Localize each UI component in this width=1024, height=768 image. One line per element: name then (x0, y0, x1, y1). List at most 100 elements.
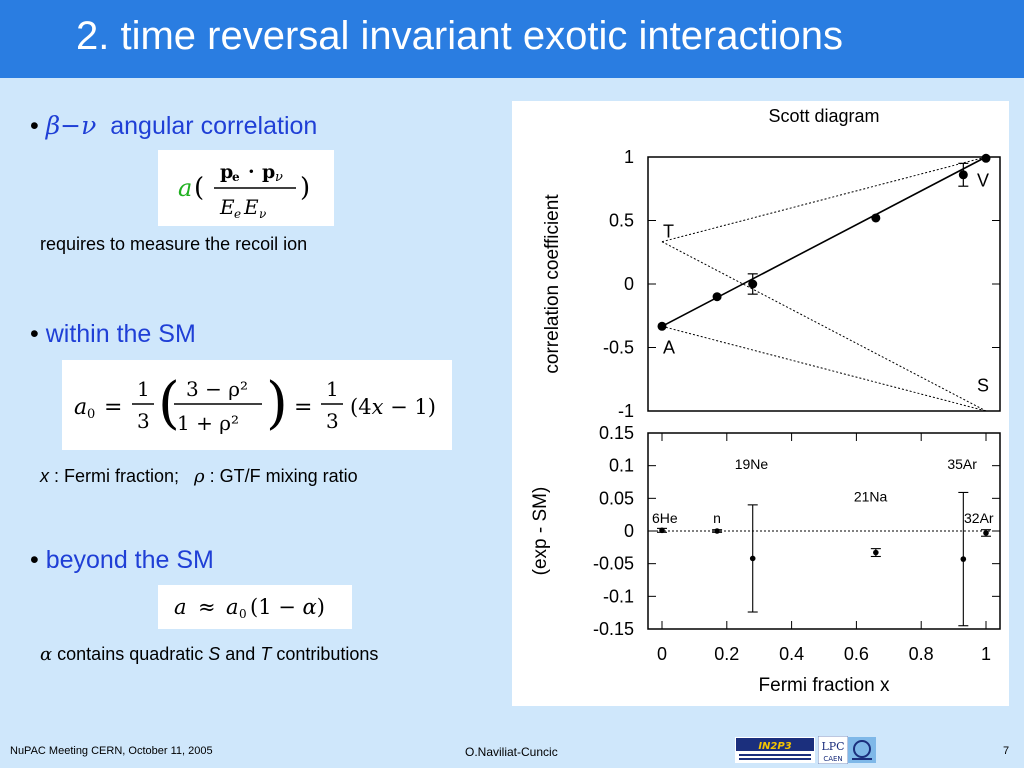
plot-panel: Scott diagram correlation coefficient 1 0.5… (512, 101, 1009, 706)
chart2-point-label: 32Ar (964, 510, 994, 526)
bullet-angular-correlation: • β−ν angular correlation (30, 111, 317, 141)
in2p3-logo: IN2P3 (735, 737, 815, 763)
chart2-point-label: n (713, 510, 721, 526)
chart1-label-v: V (977, 170, 989, 190)
chart1-data-point (871, 213, 881, 223)
footer-author: O.Naviliat-Cuncic (465, 745, 558, 759)
svg-text:(4x − 1): (4x − 1) (350, 395, 436, 419)
svg-text:1: 1 (326, 377, 339, 401)
chart1-ylabel: correlation coefficient (542, 194, 563, 374)
chart1-data-point (958, 170, 968, 180)
svg-text:3 − ρ²: 3 − ρ² (186, 377, 248, 401)
alpha-symbol: α (40, 644, 53, 665)
alpha-text1: contains quadratic (52, 644, 209, 664)
chart2-xtick-label: 1 (981, 644, 991, 664)
x-symbol: x (40, 466, 49, 486)
chart2-ytick-label: 0 (624, 521, 634, 541)
chart1-frame (647, 156, 1001, 412)
chart1-line (661, 241, 987, 412)
chart1-ytick-label: -1 (618, 401, 634, 421)
slide-title: 2. time reversal invariant exotic intera… (76, 14, 843, 58)
svg-text:E: E (243, 195, 259, 219)
rho-symbol: ρ (194, 466, 205, 487)
x-text: : Fermi fraction; (49, 466, 180, 486)
rho-text: : GT/F mixing ratio (204, 466, 358, 486)
chart1-line (661, 156, 987, 328)
beta-nu-symbol: β−ν (45, 111, 97, 140)
svg-text:a: a (74, 395, 87, 420)
scott-diagram-chart: Scott diagram correlation coefficient 1 0.5… (542, 106, 1001, 421)
chart2-point-label: 19Ne (735, 456, 769, 472)
svg-text:3: 3 (137, 409, 150, 433)
alpha-text3: contributions (271, 644, 379, 664)
formula-angular-correlation: a ( p e · p ν E e E ν ) (158, 150, 334, 226)
chart1-data-point (981, 153, 991, 163)
residual-chart: 0.15 0.1 0.05 0 -0.05 -0.1 -0.15 0 0.2 0.4 0.6 0.8 1… (530, 423, 1001, 696)
chart1-label-s: S (977, 376, 989, 396)
svg-text:(: ( (158, 371, 180, 436)
chart2-xlabel: Fermi fraction x (759, 675, 890, 696)
caen-logo-text: CAEN (823, 755, 842, 763)
chart1-data-point (657, 321, 667, 331)
svg-text:0: 0 (87, 407, 95, 422)
chart2-ytick-label: -0.1 (603, 586, 634, 606)
chart2-xtick-label: 0.6 (844, 644, 869, 664)
svg-text:1 + ρ²: 1 + ρ² (177, 411, 239, 435)
svg-text:a: a (178, 174, 192, 202)
chart2-ytick-label: 0.05 (599, 488, 634, 508)
chart2-point-label: 35Ar (947, 456, 977, 472)
chart1-ytick-label: -0.5 (603, 338, 634, 358)
chart1-data-point (712, 292, 722, 302)
lpc-logo-text: LPC (821, 740, 844, 753)
chart2-ytick-label: 0.1 (609, 456, 634, 476)
chart2-xtick-label: 0.8 (909, 644, 934, 664)
alpha-text2: and (220, 644, 261, 664)
chart2-data-point (960, 556, 967, 562)
svg-text:1: 1 (137, 377, 150, 401)
chart2-xtick-label: 0.2 (714, 644, 739, 664)
chart1-line (661, 325, 987, 412)
svg-text:0: 0 (239, 607, 247, 621)
plots-svg: Scott diagram correlation coefficient 1 0.5… (530, 106, 1001, 696)
chart2-xtick-label: 0 (657, 644, 667, 664)
svg-text:e: e (232, 170, 240, 184)
svg-text:3: 3 (326, 409, 339, 433)
lpc-caen-logo: LPC CAEN (818, 736, 848, 764)
title-bar: 2. time reversal invariant exotic intera… (0, 0, 1024, 78)
formula-a0: a 0 = 1 3 ( 3 − ρ² 1 + ρ² ) = 1 3 (4x − … (62, 360, 452, 450)
svg-text:(: ( (194, 173, 204, 203)
bullet-text: beyond the SM (45, 546, 214, 574)
in2p3-logo-text: IN2P3 (758, 741, 791, 752)
chart2-ytick-label: -0.05 (593, 554, 634, 574)
bullet-within-sm: • within the SM (30, 320, 196, 349)
bullet-dot: • (30, 546, 39, 574)
chart2-ytick-label: 0.15 (599, 423, 634, 443)
svg-text:): ) (266, 371, 288, 436)
chart2-point-label: 21Na (854, 489, 888, 505)
svg-text:ν: ν (275, 170, 283, 185)
svg-text:p: p (220, 161, 233, 183)
chart2-ytick-label: -0.15 (593, 619, 634, 639)
ganil-logo (848, 737, 876, 763)
chart1-label-t: T (663, 222, 674, 242)
note-recoil-ion: requires to measure the recoil ion (40, 234, 308, 254)
bullet-text: angular correlation (110, 112, 318, 140)
svg-text:=: = (104, 395, 122, 420)
chart1-label-a: A (663, 338, 675, 358)
chart2-xtick-label: 0.4 (779, 644, 804, 664)
footer-meeting: NuPAC Meeting CERN, October 11, 2005 (10, 745, 213, 757)
chart1-line (661, 156, 987, 243)
chart2-data-point (983, 530, 989, 536)
chart1-data-point (748, 279, 758, 289)
bullet-text: within the SM (45, 320, 196, 348)
page-number: 7 (1003, 745, 1010, 757)
chart2-point-label: 6He (652, 510, 678, 526)
svg-text:p: p (262, 161, 275, 183)
note-alpha: α contains quadratic S and T contributio… (40, 644, 378, 665)
chart2-data-point (659, 527, 665, 534)
svg-text:E: E (219, 195, 235, 219)
note-fermi-fraction: x : Fermi fraction; ρ : GT/F mixing rati… (40, 466, 358, 487)
svg-text:e: e (234, 207, 241, 221)
bullet-dot: • (30, 112, 39, 140)
t-symbol: T (260, 644, 272, 664)
